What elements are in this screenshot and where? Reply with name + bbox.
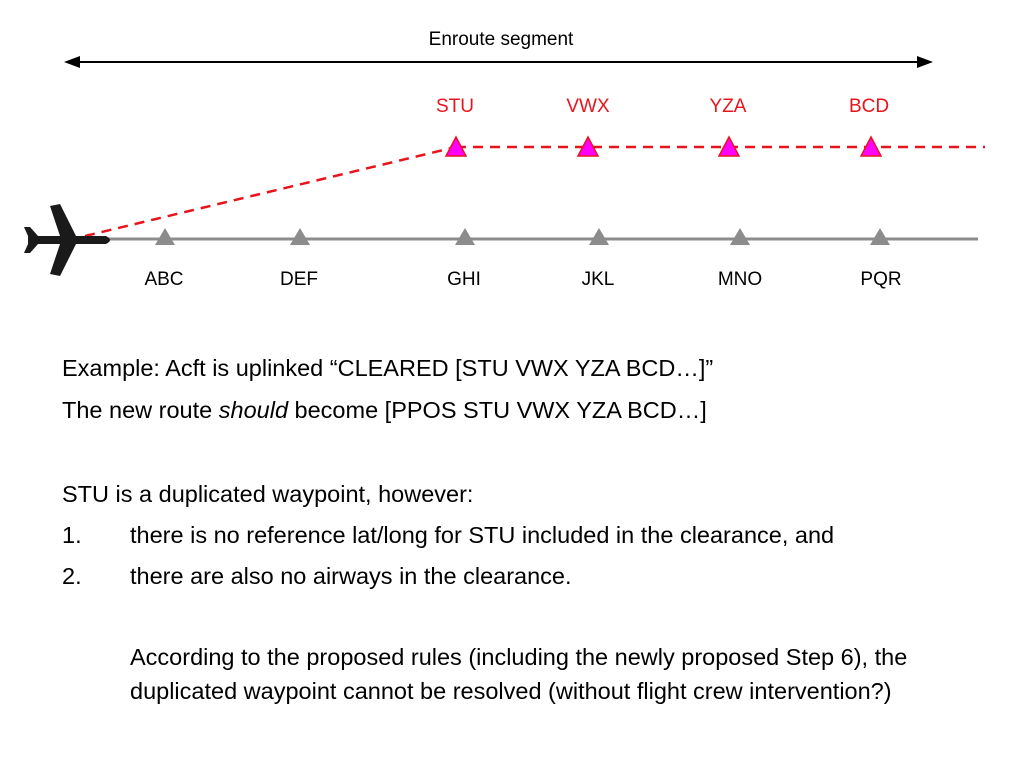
waypoint-marker-yza (717, 135, 741, 157)
waypoint-label-bcd: BCD (849, 96, 889, 117)
waypoint-marker-mno (730, 228, 750, 245)
waypoint-label-stu: STU (436, 96, 474, 117)
arrowhead-left (64, 56, 80, 68)
new-route-leg-to-stu (84, 145, 457, 238)
list-number-2: 2. (62, 563, 82, 589)
waypoint-label-yza: YZA (710, 96, 747, 117)
waypoint-marker-bcd (859, 135, 883, 157)
list-number-1: 1. (62, 522, 82, 548)
waypoint-label-ghi: GHI (447, 269, 481, 290)
list-item-2: there are also no airways in the clearan… (130, 563, 572, 589)
route-emphasis: should (218, 397, 289, 423)
waypoint-label-jkl: JKL (582, 269, 615, 290)
waypoint-marker-stu (444, 135, 468, 157)
waypoint-marker-abc (155, 228, 175, 245)
waypoint-marker-jkl (589, 228, 609, 245)
new-waypoints: STU VWX YZA BCD (436, 96, 889, 157)
airplane-icon (24, 204, 110, 276)
waypoint-label-def: DEF (280, 269, 318, 290)
arrowhead-right (917, 56, 933, 68)
conclusion-paragraph: According to the proposed rules (includi… (130, 644, 908, 704)
waypoint-label-mno: MNO (718, 269, 762, 290)
waypoint-marker-vwx (576, 135, 600, 157)
waypoint-label-pqr: PQR (860, 269, 901, 290)
waypoint-marker-ghi (455, 228, 475, 245)
route-diagram: Enroute segment ABC DEF GHI JKL MNO PQR … (24, 29, 985, 290)
waypoint-marker-def (290, 228, 310, 245)
waypoint-label-vwx: VWX (566, 96, 610, 117)
route-prefix: The new route (62, 397, 219, 423)
current-waypoints: ABC DEF GHI JKL MNO PQR (144, 228, 902, 290)
route-suffix: become [PPOS STU VWX YZA BCD…] (288, 397, 707, 423)
list-item-1: there is no reference lat/long for STU i… (130, 522, 835, 548)
enroute-segment-label: Enroute segment (429, 29, 574, 50)
waypoint-label-abc: ABC (144, 269, 183, 290)
duplicate-intro: STU is a duplicated waypoint, however: (62, 481, 474, 507)
example-line: Example: Acft is uplinked “CLEARED [STU … (62, 355, 714, 381)
route-line: The new route should become [PPOS STU VW… (62, 397, 707, 424)
waypoint-marker-pqr (870, 228, 890, 245)
